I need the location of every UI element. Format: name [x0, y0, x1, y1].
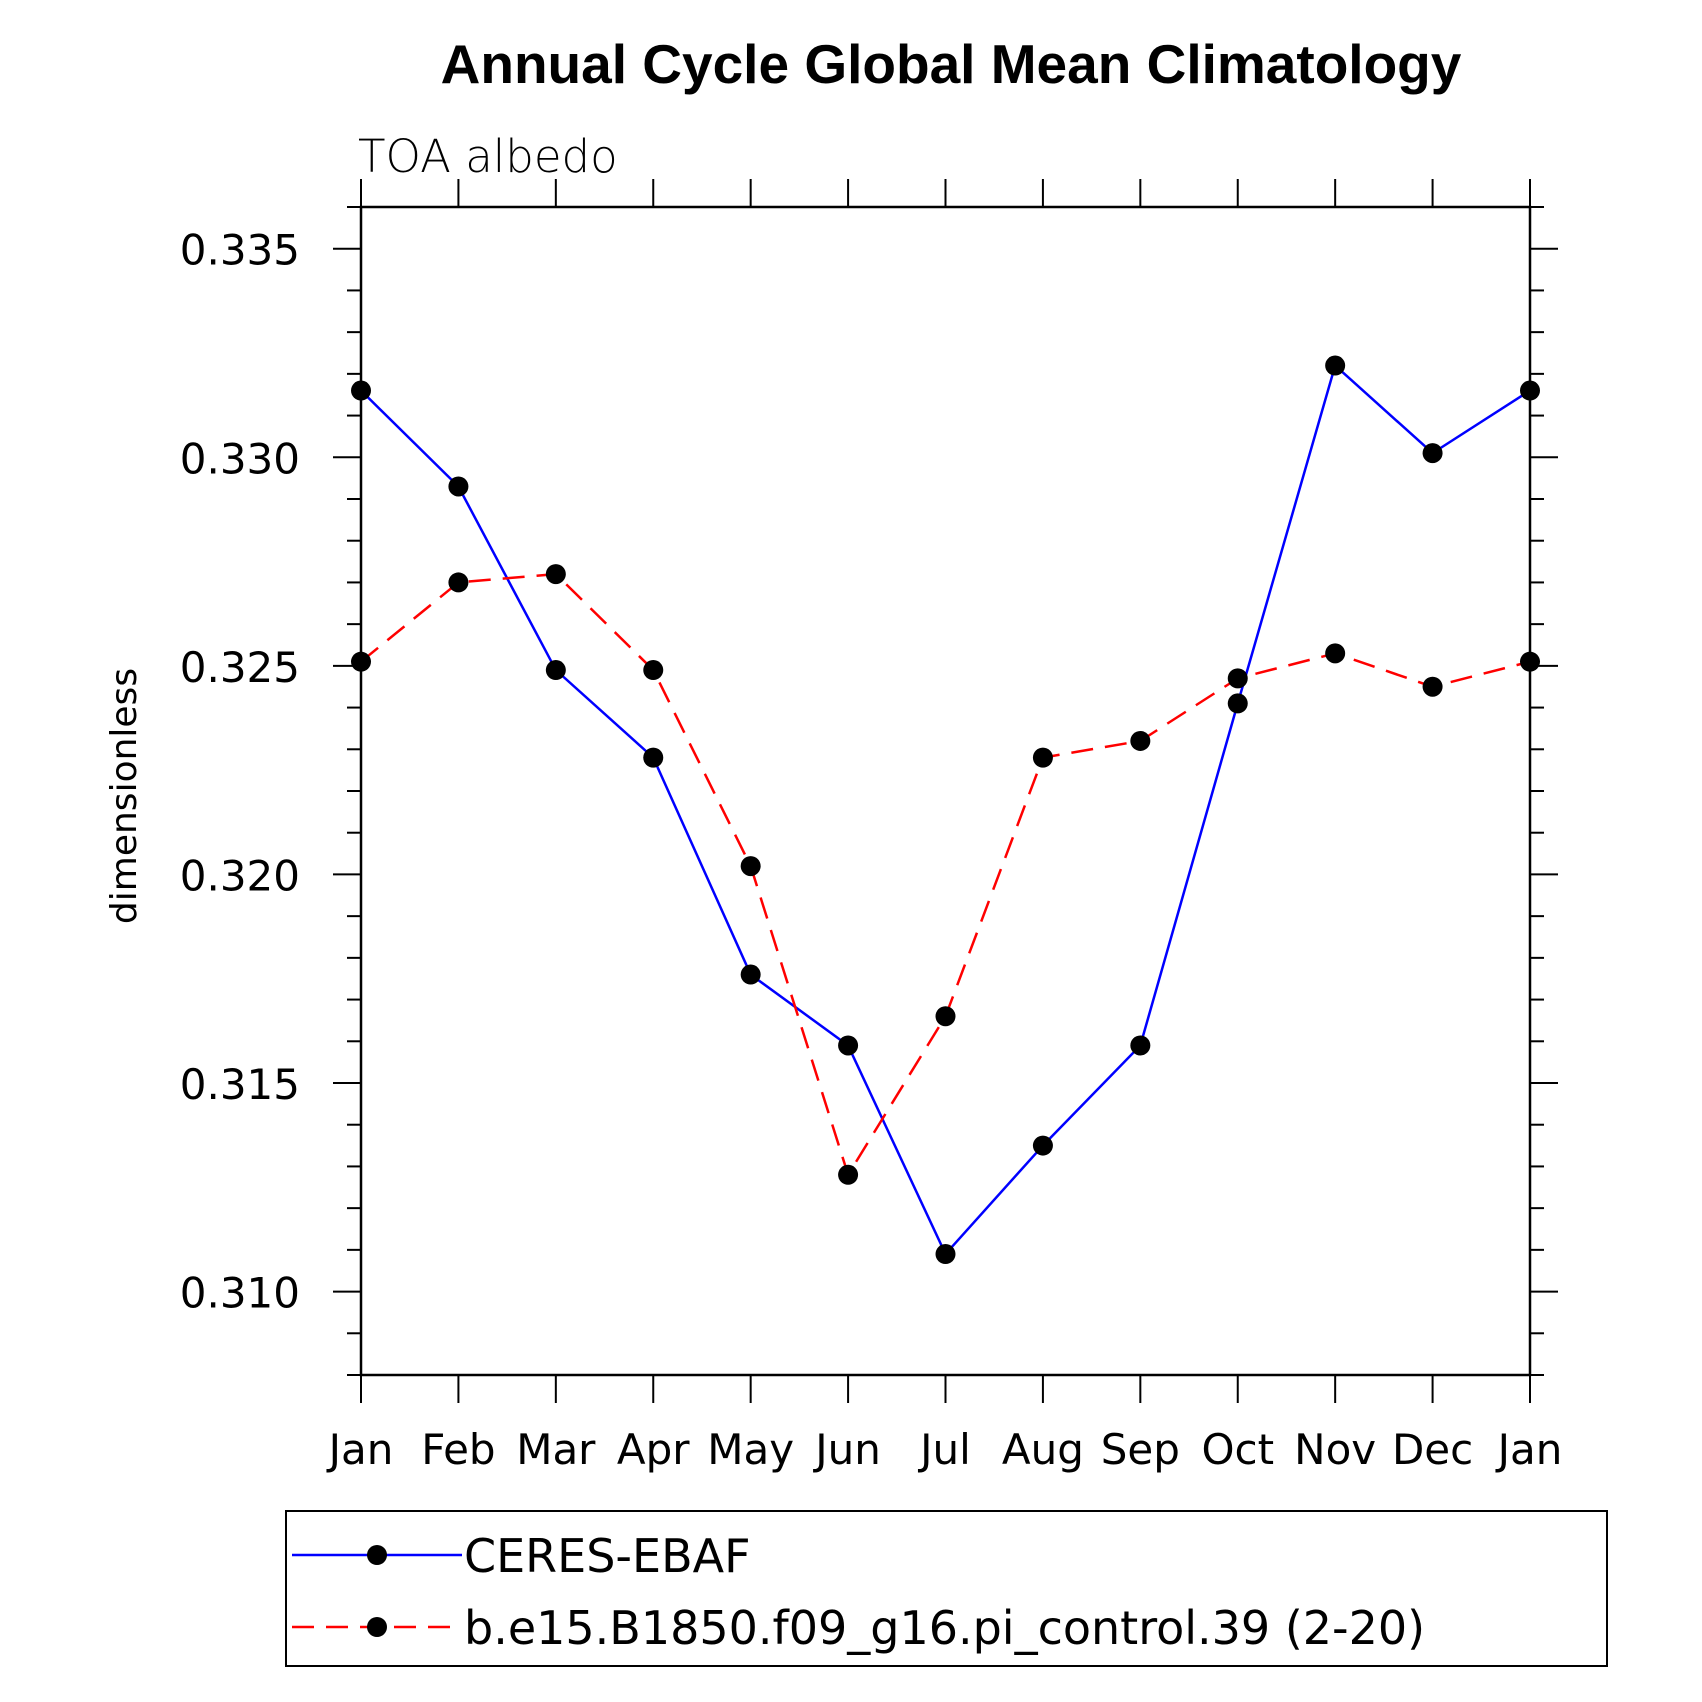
- data-point-series-0: [1227, 693, 1248, 714]
- data-point-series-1: [935, 1006, 956, 1027]
- y-tick-label: 0.335: [180, 226, 300, 275]
- data-point-series-1: [838, 1164, 859, 1185]
- data-point-series-0: [448, 476, 469, 497]
- data-point-series-1: [545, 564, 566, 585]
- x-tick-label: Apr: [617, 1425, 690, 1474]
- series-line-1: [360, 572, 1531, 1178]
- x-tick-label: May: [707, 1425, 794, 1474]
- legend-marker-model: [367, 1617, 387, 1637]
- y-axis-label: dimensionless: [104, 668, 145, 924]
- data-point-series-0: [643, 747, 664, 768]
- legend-box: [285, 1510, 1608, 1667]
- x-tick-label: Jul: [917, 1425, 971, 1474]
- series-lines: [360, 363, 1531, 1257]
- x-tick-label: Nov: [1294, 1425, 1376, 1474]
- y-tick-label: 0.310: [180, 1269, 300, 1318]
- data-point-series-0: [1130, 1035, 1151, 1056]
- data-point-series-0: [545, 660, 566, 681]
- data-point-series-0: [838, 1035, 859, 1056]
- data-point-series-1: [643, 660, 664, 681]
- data-point-series-0: [1520, 380, 1540, 401]
- data-point-series-0: [935, 1244, 956, 1265]
- data-point-series-1: [351, 651, 371, 672]
- data-point-series-0: [351, 380, 371, 401]
- data-point-series-0: [1325, 355, 1346, 376]
- axis-ticks: Jan Feb Mar Apr May Jun Jul Aug Sep Oct Nov Dec Jan 0…: [180, 179, 1563, 1474]
- x-tick-label: Jan: [326, 1425, 394, 1474]
- data-point-series-0: [1422, 443, 1443, 464]
- legend-marker-ceres-ebaf: [367, 1545, 387, 1565]
- x-tick-label: Aug: [1002, 1425, 1084, 1474]
- chart-title: Annual Cycle Global Mean Climatology: [441, 33, 1462, 95]
- series-line-0: [360, 363, 1531, 1257]
- x-tick-label: Jun: [812, 1425, 881, 1474]
- data-point-series-1: [1325, 643, 1346, 664]
- data-point-series-1: [1422, 676, 1443, 697]
- x-tick-label: Feb: [421, 1425, 495, 1474]
- x-tick-label: Dec: [1392, 1425, 1473, 1474]
- data-point-series-1: [448, 572, 469, 593]
- x-tick-label: Oct: [1201, 1425, 1274, 1474]
- chart-subtitle: TOA albedo: [358, 130, 618, 183]
- legend-label-ceres-ebaf: CERES-EBAF: [464, 1529, 751, 1583]
- data-point-series-1: [1130, 730, 1151, 751]
- x-tick-label: Jan: [1495, 1425, 1563, 1474]
- x-tick-label: Sep: [1101, 1425, 1180, 1474]
- data-point-series-1: [1032, 747, 1053, 768]
- y-tick-label: 0.325: [180, 643, 300, 692]
- x-tick-label: Mar: [516, 1425, 596, 1474]
- data-point-series-1: [1520, 651, 1540, 672]
- data-point-series-0: [1032, 1135, 1053, 1156]
- y-tick-label: 0.315: [180, 1060, 300, 1109]
- series-markers: [351, 355, 1540, 1265]
- data-point-series-0: [740, 964, 761, 985]
- data-point-series-1: [740, 856, 761, 877]
- legend: CERES-EBAF b.e15.B1850.f09_g16.pi_contro…: [285, 1510, 1608, 1667]
- y-tick-label: 0.330: [180, 434, 300, 483]
- legend-label-model: b.e15.B1850.f09_g16.pi_control.39 (2-20): [464, 1601, 1425, 1655]
- data-point-series-1: [1227, 668, 1248, 689]
- y-tick-label: 0.320: [180, 851, 300, 900]
